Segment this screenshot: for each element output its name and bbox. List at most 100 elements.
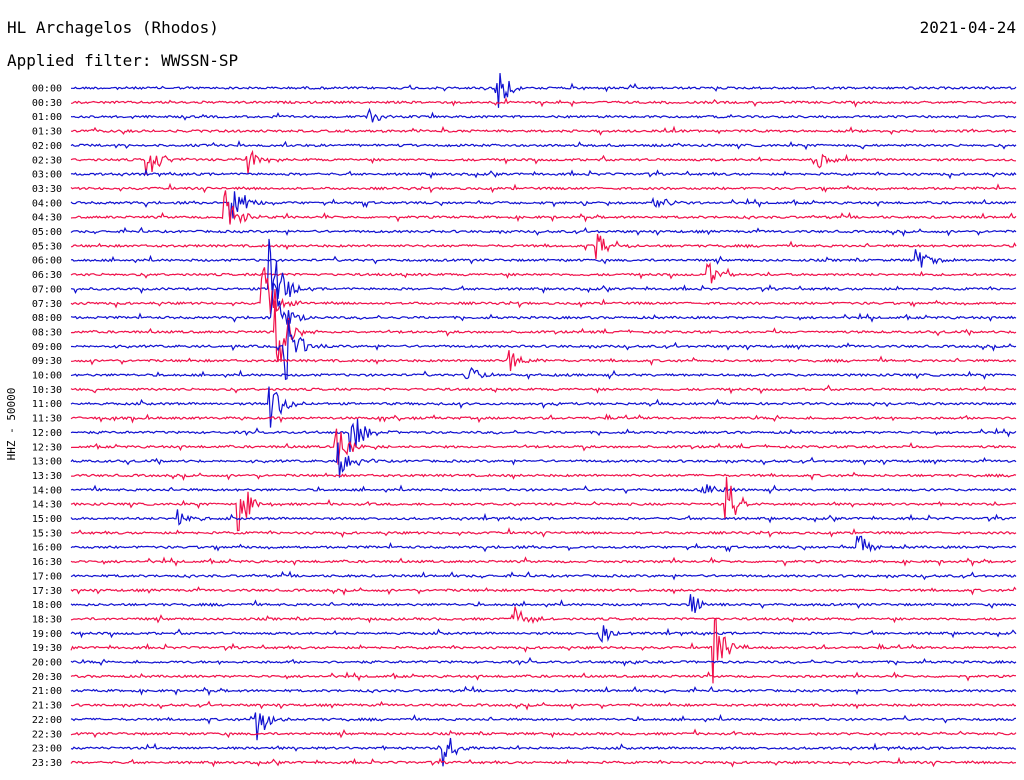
- row-tick-label: 17:30: [32, 586, 62, 597]
- trace-line: [71, 73, 1017, 108]
- row-tick-label: 23:00: [32, 744, 62, 755]
- trace-line: [70, 586, 1017, 596]
- trace-line: [70, 96, 1017, 108]
- row-tick-label: 08:00: [32, 313, 62, 324]
- trace-line: [71, 350, 1017, 372]
- trace-line: [70, 281, 1017, 325]
- row-tick-label: 17:00: [32, 571, 62, 582]
- trace-line: [70, 191, 1017, 224]
- row-tick-label: 06:00: [32, 256, 62, 267]
- trace-line: [70, 535, 1017, 553]
- row-tick-label: 06:30: [32, 270, 62, 281]
- row-tick-label: 12:30: [32, 442, 62, 453]
- date-label: 2021-04-24: [919, 18, 1016, 37]
- trace-line: [70, 685, 1017, 697]
- trace-line: [70, 413, 1017, 424]
- trace-line: [70, 570, 1017, 581]
- row-tick-label: 20:30: [32, 672, 62, 683]
- row-tick-label: 07:30: [32, 299, 62, 310]
- row-tick-label: 13:00: [32, 457, 62, 468]
- trace-group: [70, 73, 1017, 768]
- trace-line: [70, 671, 1016, 682]
- row-tick-label: 04:30: [32, 213, 62, 224]
- trace-line: [70, 476, 1017, 532]
- trace-line: [70, 384, 1017, 395]
- trace-line: [70, 262, 1017, 284]
- row-tick-label: 21:00: [32, 686, 62, 697]
- trace-line: [70, 606, 1017, 625]
- row-tick-label: 19:30: [32, 643, 62, 654]
- trace-line: [70, 625, 1017, 643]
- trace-line: [70, 737, 1017, 767]
- row-tick-label: 23:30: [32, 758, 62, 769]
- row-tick-label: 13:30: [32, 471, 62, 482]
- trace-line: [70, 249, 1017, 268]
- row-tick-label: 14:30: [32, 500, 62, 511]
- trace-line: [70, 712, 1017, 741]
- trace-line: [70, 509, 1017, 526]
- row-tick-label: 05:30: [32, 241, 62, 252]
- trace-line: [70, 386, 1017, 428]
- row-tick-label: 07:00: [32, 284, 62, 295]
- trace-line: [70, 238, 1017, 300]
- row-tick-label: 03:30: [32, 184, 62, 195]
- row-tick-label: 11:00: [32, 399, 62, 410]
- trace-line: [70, 182, 1017, 194]
- row-tick-label: 16:00: [32, 543, 62, 554]
- trace-line: [70, 125, 1017, 136]
- y-axis-label: HHZ - 50000: [5, 388, 18, 461]
- row-tick-label: 04:00: [32, 198, 62, 209]
- row-tick-label: 05:00: [32, 227, 62, 238]
- trace-line: [70, 367, 1017, 380]
- row-label-group: 00:00 00:30 01:00 01:30 02:00 02:30 03:00 03:30…: [32, 84, 62, 769]
- row-tick-label: 03:00: [32, 170, 62, 181]
- row-tick-label: 01:30: [32, 127, 62, 138]
- row-tick-label: 14:00: [32, 485, 62, 496]
- trace-line: [70, 107, 1017, 123]
- row-tick-label: 09:30: [32, 356, 62, 367]
- trace-line: [70, 233, 1017, 260]
- trace-line: [70, 442, 1017, 478]
- row-tick-label: 16:30: [32, 557, 62, 568]
- trace-line: [70, 484, 1017, 495]
- row-tick-label: 11:30: [32, 414, 62, 425]
- trace-line: [70, 594, 1016, 614]
- row-tick-label: 02:30: [32, 155, 62, 166]
- trace-line: [70, 149, 1016, 175]
- trace-line: [70, 267, 1017, 315]
- trace-line: [70, 700, 1017, 711]
- row-tick-label: 21:30: [32, 701, 62, 712]
- trace-line: [70, 656, 1017, 667]
- row-tick-label: 00:30: [32, 98, 62, 109]
- trace-line: [70, 140, 1017, 151]
- trace-line: [70, 471, 1017, 482]
- filter-label: Applied filter: WWSSN-SP: [7, 51, 239, 70]
- trace-line: [70, 556, 1017, 567]
- trace-line: [70, 190, 1017, 225]
- row-tick-label: 22:00: [32, 715, 62, 726]
- row-tick-label: 19:00: [32, 629, 62, 640]
- trace-line: [70, 428, 1017, 465]
- row-tick-label: 09:00: [32, 342, 62, 353]
- row-tick-label: 00:00: [32, 84, 62, 95]
- row-tick-label: 12:00: [32, 428, 62, 439]
- row-tick-label: 01:00: [32, 112, 62, 123]
- row-tick-label: 20:00: [32, 658, 62, 669]
- trace-line: [70, 617, 1017, 684]
- row-tick-label: 02:00: [32, 141, 62, 152]
- row-tick-label: 18:00: [32, 600, 62, 611]
- trace-line: [70, 418, 1017, 453]
- row-tick-label: 10:00: [32, 371, 62, 382]
- row-tick-label: 15:30: [32, 528, 62, 539]
- trace-line: [71, 320, 1017, 381]
- trace-line: [70, 300, 1017, 363]
- row-tick-label: 15:00: [32, 514, 62, 525]
- station-title: HL Archagelos (Rhodos): [7, 18, 219, 37]
- trace-line: [70, 168, 1017, 180]
- row-tick-label: 18:30: [32, 614, 62, 625]
- trace-line: [70, 527, 1017, 539]
- row-tick-label: 08:30: [32, 327, 62, 338]
- trace-line: [70, 756, 1016, 768]
- row-tick-label: 10:30: [32, 385, 62, 396]
